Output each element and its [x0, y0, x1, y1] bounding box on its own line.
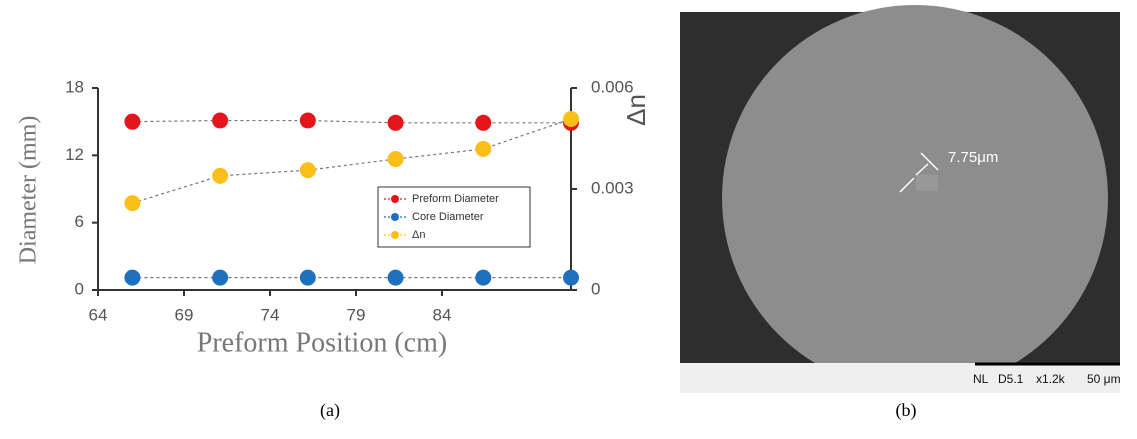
info: 50 μm	[1087, 372, 1121, 386]
marker	[475, 140, 492, 157]
y-tick-label: 18	[65, 77, 84, 96]
y-axis-label: Diameter (mm)	[16, 116, 42, 265]
info-bar	[680, 363, 1120, 393]
marker	[124, 269, 141, 286]
caption: (a)	[320, 400, 340, 421]
caption: (b)	[896, 400, 917, 421]
y-tick-label: 12	[65, 145, 84, 164]
marker	[475, 114, 492, 131]
x-tick-label: 84	[433, 305, 452, 324]
x-tick-label: 64	[89, 305, 108, 324]
legend-label: Core Diameter	[412, 211, 484, 223]
marker	[387, 269, 404, 286]
info: D5.1	[998, 372, 1024, 386]
marker	[212, 269, 229, 286]
marker	[124, 113, 141, 130]
y2-tick-label: 0	[591, 279, 600, 298]
y2-tick-label: 0.006	[591, 77, 634, 96]
series-line	[132, 119, 571, 124]
sem-image: 7.75μm NL D5.1 x1.2k 50 μm	[680, 5, 1121, 393]
marker	[212, 167, 229, 184]
arrow	[920, 152, 939, 171]
chart-a: Diameter (mm) Preform Position (cm) Δn 0…	[16, 77, 651, 358]
marker	[299, 162, 316, 179]
legend-box	[377, 186, 531, 248]
arrow	[915, 163, 929, 176]
arrow	[899, 177, 915, 193]
fiber-cross-section	[722, 5, 1108, 391]
marker	[563, 269, 579, 286]
legend-marker	[391, 195, 399, 203]
marker	[387, 151, 404, 168]
marker	[475, 269, 492, 286]
y2-tick-label: 0.003	[591, 178, 634, 197]
legend-label: Preform Diameter	[412, 193, 499, 205]
marker	[212, 112, 229, 129]
marker	[299, 112, 316, 129]
x-axis-label: Preform Position (cm)	[197, 327, 447, 358]
legend-label: Δn	[412, 229, 425, 241]
marker	[124, 195, 141, 212]
x-tick-label: 69	[175, 305, 194, 324]
legend-marker	[391, 213, 399, 221]
series-line	[132, 118, 572, 204]
y-tick-label: 0	[75, 279, 84, 298]
marker	[299, 269, 316, 286]
info: NL	[973, 372, 989, 386]
info: x1.2k	[1036, 372, 1066, 386]
legend-marker	[391, 231, 399, 239]
y-tick-label: 6	[75, 212, 84, 231]
marker	[387, 114, 404, 131]
marker	[563, 110, 579, 127]
y2-axis-label: Δn	[621, 94, 651, 126]
core	[916, 175, 938, 191]
x-tick-label: 74	[261, 305, 280, 324]
annotation: 7.75μm	[948, 149, 998, 166]
x-tick-label: 79	[347, 305, 366, 324]
